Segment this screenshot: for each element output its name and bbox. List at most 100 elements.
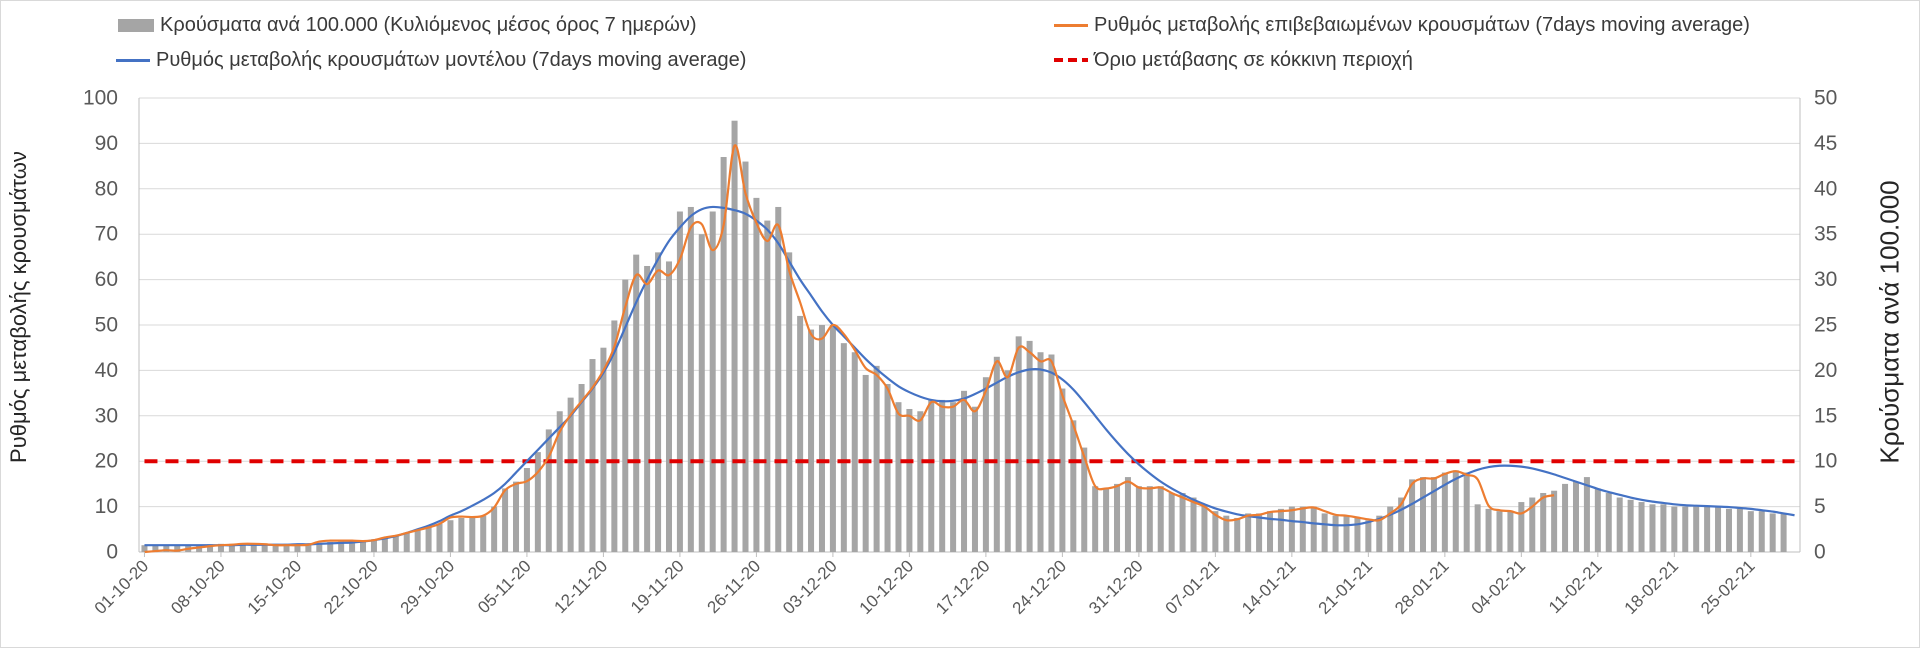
- bar-cases-per-100k: [1485, 508, 1492, 552]
- bar-cases-per-100k: [1365, 520, 1372, 552]
- bar-cases-per-100k: [414, 530, 421, 552]
- x-tick-label: 03-12-20: [779, 556, 841, 618]
- legend-swatch-bar: [118, 18, 154, 32]
- bar-cases-per-100k: [1398, 497, 1405, 552]
- bar-cases-per-100k: [1190, 497, 1197, 552]
- bar-cases-per-100k: [1441, 472, 1448, 552]
- bar-cases-per-100k: [1594, 488, 1601, 552]
- legend-item-cases-per-100k: Κρούσματα ανά 100.000 (Κυλιόμενος μέσος …: [118, 13, 697, 37]
- bar-cases-per-100k: [611, 320, 618, 552]
- bar-cases-per-100k: [239, 543, 246, 552]
- bar-cases-per-100k: [1562, 483, 1569, 552]
- bar-cases-per-100k: [1332, 515, 1339, 552]
- y-tick-label-right: 10: [1814, 450, 1837, 473]
- y-tick-label-left: 90: [95, 132, 118, 155]
- bar-cases-per-100k: [360, 540, 367, 552]
- x-tick-label: 08-10-20: [167, 556, 229, 618]
- bar-cases-per-100k: [840, 343, 847, 552]
- bar-cases-per-100k: [1725, 508, 1732, 552]
- bar-cases-per-100k: [338, 541, 345, 552]
- bar-cases-per-100k: [655, 252, 662, 553]
- bar-cases-per-100k: [665, 261, 672, 552]
- bar-cases-per-100k: [349, 540, 356, 552]
- y-tick-label-right: 5: [1814, 495, 1826, 518]
- bar-cases-per-100k: [753, 197, 760, 552]
- bar-cases-per-100k: [764, 220, 771, 552]
- bar-cases-per-100k: [1660, 504, 1667, 552]
- bar-cases-per-100k: [1540, 492, 1547, 552]
- bar-cases-per-100k: [687, 206, 694, 552]
- bar-cases-per-100k: [676, 211, 683, 552]
- x-tick-label: 18-02-21: [1621, 556, 1683, 618]
- y-tick-label-left: 60: [95, 268, 118, 291]
- bar-cases-per-100k: [1496, 511, 1503, 552]
- bar-cases-per-100k: [851, 352, 858, 552]
- bar-cases-per-100k: [1518, 502, 1525, 552]
- bar-cases-per-100k: [1638, 502, 1645, 552]
- bar-cases-per-100k: [1671, 506, 1678, 552]
- bar-cases-per-100k: [884, 384, 891, 552]
- bar-cases-per-100k: [1354, 517, 1361, 552]
- bar-cases-per-100k: [1092, 486, 1099, 552]
- x-tick-label: 19-11-20: [627, 556, 688, 617]
- bar-cases-per-100k: [1146, 486, 1153, 552]
- bar-cases-per-100k: [1157, 486, 1164, 552]
- bar-cases-per-100k: [1693, 506, 1700, 552]
- bar-cases-per-100k: [1015, 336, 1022, 552]
- bar-cases-per-100k: [1114, 483, 1121, 552]
- bar-cases-per-100k: [797, 315, 804, 552]
- bar-cases-per-100k: [1419, 477, 1426, 552]
- bar-cases-per-100k: [217, 543, 224, 552]
- x-tick-label: 15-10-20: [244, 556, 306, 618]
- x-tick-label: 07-01-21: [1162, 556, 1224, 618]
- bar-cases-per-100k: [403, 532, 410, 552]
- y-tick-label-right: 35: [1814, 223, 1837, 246]
- x-tick-label: 29-10-20: [397, 556, 459, 618]
- y-tick-label-left: 70: [95, 223, 118, 246]
- x-tick-label: 12-11-20: [551, 556, 612, 617]
- legend-swatch-line-orange: [1054, 23, 1088, 27]
- legend-item-red-zone-threshold: Όριο μετάβασης σε κόκκινη περιοχή: [1054, 48, 1413, 72]
- bar-cases-per-100k: [1081, 447, 1088, 552]
- bar-cases-per-100k: [1583, 477, 1590, 552]
- y-tick-label-right: 30: [1814, 268, 1837, 291]
- bar-cases-per-100k: [1037, 352, 1044, 552]
- bar-cases-per-100k: [228, 543, 235, 552]
- bar-cases-per-100k: [1474, 504, 1481, 552]
- bar-cases-per-100k: [600, 347, 607, 552]
- bar-cases-per-100k: [1704, 506, 1711, 552]
- x-tick-label: 31-12-20: [1085, 556, 1147, 618]
- bar-cases-per-100k: [1551, 490, 1558, 552]
- x-tick-label: 22-10-20: [320, 556, 382, 618]
- bar-cases-per-100k: [633, 254, 640, 552]
- bar-cases-per-100k: [1649, 504, 1656, 552]
- bar-cases-per-100k: [207, 544, 214, 552]
- x-tick-label: 17-12-20: [932, 556, 994, 618]
- bar-cases-per-100k: [720, 157, 727, 552]
- bar-cases-per-100k: [1529, 497, 1536, 552]
- bar-cases-per-100k: [480, 515, 487, 552]
- bar-cases-per-100k: [818, 325, 825, 552]
- bar-cases-per-100k: [622, 279, 629, 552]
- bar-cases-per-100k: [1103, 488, 1110, 552]
- y-tick-label-right: 15: [1814, 404, 1837, 427]
- bar-cases-per-100k: [567, 397, 574, 552]
- bar-cases-per-100k: [1124, 477, 1131, 552]
- bar-cases-per-100k: [1267, 511, 1274, 552]
- bar-cases-per-100k: [1277, 508, 1284, 552]
- bar-cases-per-100k: [491, 506, 498, 552]
- y-axis-title-left: Ρυθμός μεταβολής κρουσμάτων: [6, 151, 31, 463]
- bar-cases-per-100k: [644, 265, 651, 552]
- bar-cases-per-100k: [1780, 513, 1787, 552]
- bar-cases-per-100k: [1212, 511, 1219, 552]
- legend-label: Κρούσματα ανά 100.000 (Κυλιόμενος μέσος …: [160, 13, 697, 36]
- legend-item-model-rate: Ρυθμός μεταβολής κρουσμάτων μοντέλου (7d…: [116, 48, 746, 72]
- line-confirmed-rate: [144, 144, 1555, 554]
- bar-cases-per-100k: [829, 325, 836, 552]
- y-tick-label-right: 40: [1814, 177, 1837, 200]
- bar-cases-per-100k: [523, 468, 530, 552]
- x-tick-label: 21-01-21: [1315, 556, 1377, 618]
- bar-cases-per-100k: [436, 523, 443, 552]
- y-tick-label-right: 20: [1814, 359, 1837, 382]
- y-tick-label-right: 25: [1814, 314, 1837, 337]
